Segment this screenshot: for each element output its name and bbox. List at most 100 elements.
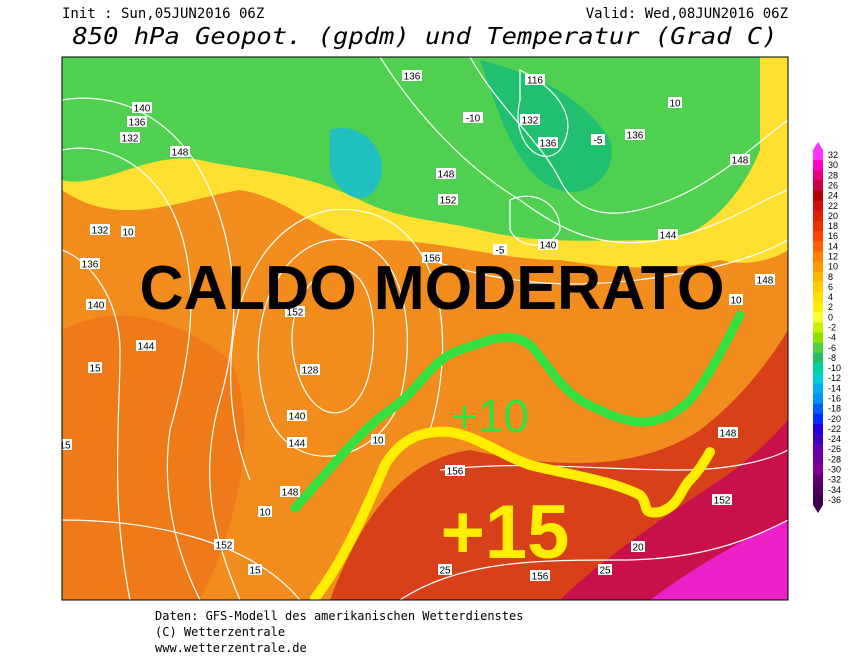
contour-label: 136 — [129, 118, 146, 129]
scale-swatch — [813, 261, 823, 273]
scale-arrow-top — [813, 142, 823, 150]
contour-label: 25 — [599, 566, 611, 577]
scale-label: -8 — [828, 353, 836, 363]
scale-swatch — [813, 342, 823, 354]
contour-label: 148 — [282, 488, 299, 499]
cool-north — [62, 57, 760, 241]
isotherm-15-line — [310, 426, 715, 600]
scale-swatch — [813, 210, 823, 222]
scale-label: -14 — [828, 383, 841, 393]
scale-swatch — [813, 474, 823, 486]
scale-swatch — [813, 444, 823, 455]
scale-swatch — [813, 363, 823, 374]
contour-label-box — [280, 486, 300, 497]
contour-label-box — [422, 252, 442, 263]
contour-label: 140 — [289, 412, 306, 423]
contour-label: 156 — [424, 254, 441, 265]
scale-label: -10 — [828, 363, 841, 373]
contour-label: 148 — [720, 429, 737, 440]
scale-swatch — [813, 241, 823, 252]
map-title: 850 hPa Geopot. (gpdm) und Temperatur (G… — [73, 24, 778, 50]
contour-label-box — [668, 97, 682, 108]
contour-label-box — [287, 410, 307, 421]
contour-label-box — [493, 244, 507, 255]
contour-label-box — [598, 564, 612, 575]
scale-label: -32 — [828, 475, 841, 485]
color-scale: 32302826242220181614121086420-2-4-6-8-10… — [813, 142, 841, 513]
contour-label: 152 — [287, 308, 304, 319]
scale-label: 18 — [828, 221, 838, 231]
scale-label: -16 — [828, 394, 841, 404]
scale-label: 30 — [828, 160, 838, 170]
scale-swatch — [813, 312, 823, 323]
contour-labels: 136 140 136 132 148 132 10 136 140 144 15 152 128 140… — [59, 70, 775, 583]
contour-label: 10 — [259, 508, 271, 519]
scale-label: 10 — [828, 262, 838, 272]
contour-label: 20 — [632, 543, 644, 554]
scale-swatch — [813, 200, 823, 212]
contour-label-box — [371, 434, 385, 445]
scale-label: 32 — [828, 150, 838, 160]
contour-label: 156 — [532, 572, 549, 583]
footer: Daten: GFS-Modell des amerikanischen Wet… — [155, 609, 523, 655]
contour-label-box — [712, 494, 732, 505]
scale-swatch — [813, 484, 823, 496]
contour-label: 10 — [372, 436, 384, 447]
contour-label-box — [463, 112, 483, 123]
contour-label-box — [631, 541, 645, 552]
contour-label-box — [438, 194, 458, 205]
footer-copyright: (C) Wetterzentrale — [155, 625, 285, 639]
scale-swatch — [813, 160, 823, 171]
contour-label: 15 — [59, 441, 71, 452]
contour-label: 148 — [172, 148, 189, 159]
scale-swatch — [813, 302, 823, 313]
scale-label: -28 — [828, 454, 841, 464]
atlantic-warm — [62, 315, 245, 600]
scale-arrow-bottom — [813, 505, 823, 513]
scale-label: -36 — [828, 495, 841, 505]
init-time: Init : Sun,05JUN2016 06Z — [62, 6, 264, 22]
contour-label-box — [88, 362, 102, 373]
scale-swatch — [813, 271, 823, 283]
contour-label-box — [136, 340, 156, 351]
scale-swatch — [813, 393, 823, 404]
contour-label-box — [658, 229, 678, 240]
scale-swatch — [813, 383, 823, 394]
cold-trough — [480, 60, 612, 192]
east-extreme — [650, 520, 788, 600]
contour-label-box — [132, 102, 152, 113]
contour-label-box — [436, 168, 456, 179]
scale-swatch — [813, 403, 823, 415]
contour-label-box — [127, 116, 147, 127]
contour-label-box — [258, 506, 272, 517]
contour-label: -10 — [466, 114, 481, 125]
scale-label: 0 — [828, 312, 833, 322]
scale-swatch — [813, 190, 823, 202]
header: Init : Sun,05JUN2016 06Z Valid: Wed,08JU… — [62, 6, 788, 50]
map: 136 140 136 132 148 132 10 136 140 144 15 152 128 140… — [59, 57, 788, 600]
contour-label-box — [214, 539, 234, 550]
contour-label-box — [538, 239, 558, 250]
scale-swatch — [813, 423, 823, 435]
scale-label: 4 — [828, 292, 833, 302]
contour-label-box — [80, 258, 100, 269]
contour-label-box — [248, 564, 262, 575]
scale-label: 8 — [828, 272, 833, 282]
contour-label: 144 — [138, 342, 155, 353]
scale-swatch — [813, 281, 823, 293]
scale-swatch — [813, 352, 823, 364]
contour-label-box — [86, 299, 106, 310]
contour-label: 10 — [669, 99, 681, 110]
contour-label-box — [285, 306, 305, 317]
contour-label: -5 — [594, 136, 603, 147]
geopotential-isolines — [62, 57, 788, 600]
contour-label-box — [121, 226, 135, 237]
contour-label-box — [520, 114, 540, 125]
contour-label-box — [62, 439, 72, 450]
scale-swatch — [813, 170, 823, 181]
contour-label: 15 — [249, 566, 261, 577]
scale-swatch — [813, 180, 823, 191]
contour-label: 144 — [289, 439, 306, 450]
scale-label: -24 — [828, 434, 841, 444]
